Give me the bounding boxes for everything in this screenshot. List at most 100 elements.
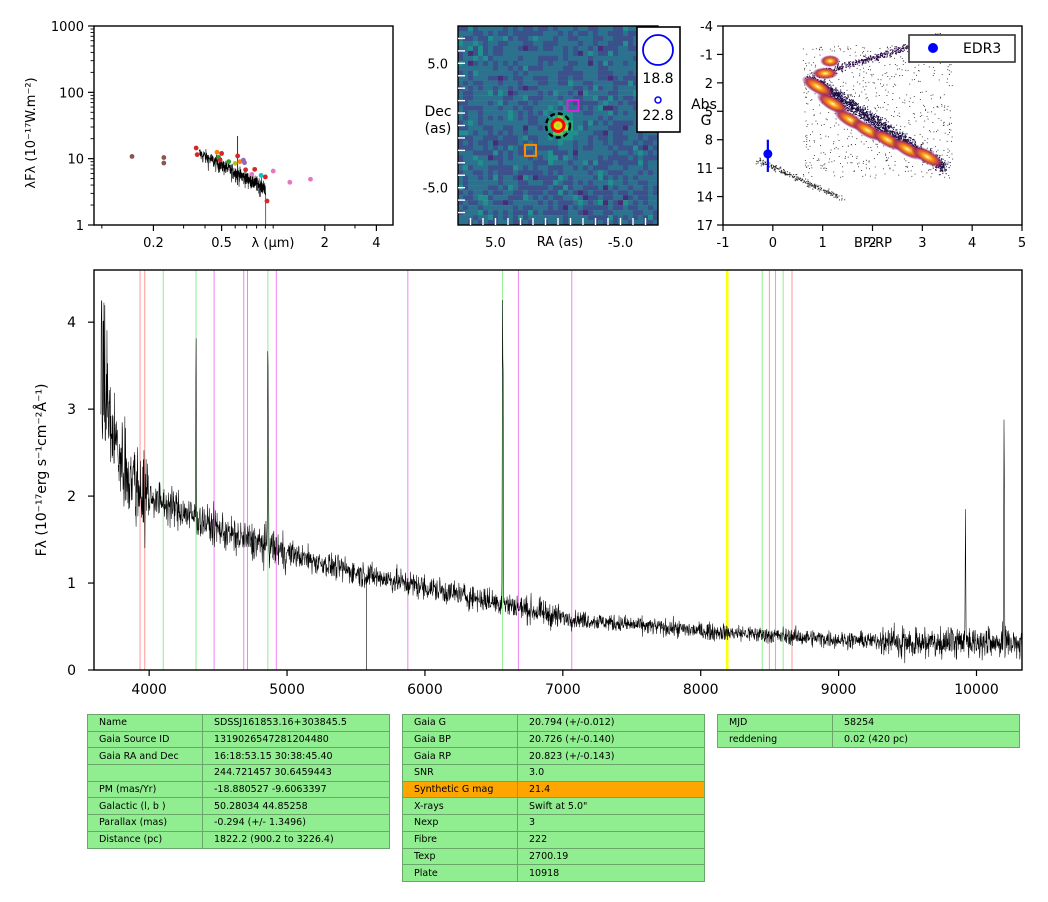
image-pixel bbox=[548, 155, 554, 161]
hrd-ms-star bbox=[873, 117, 875, 119]
hrd-field-star bbox=[943, 124, 945, 126]
image-pixel bbox=[568, 160, 574, 166]
image-pixel bbox=[608, 210, 614, 216]
hrd-giant-star bbox=[840, 67, 842, 69]
image-pixel bbox=[553, 35, 559, 42]
hrd-field-star bbox=[853, 171, 855, 172]
hrd-ms-star bbox=[879, 126, 881, 128]
hrd-giant-star bbox=[837, 68, 839, 70]
image-pixel bbox=[533, 180, 539, 186]
image-pixel bbox=[498, 55, 504, 62]
image-pixel bbox=[458, 195, 464, 201]
image-pixel bbox=[583, 140, 589, 146]
hrd-field-star bbox=[823, 124, 825, 125]
hrd-giant-star bbox=[899, 47, 901, 49]
image-pixel bbox=[468, 120, 474, 126]
image-pixel bbox=[503, 190, 509, 196]
image-pixel bbox=[503, 180, 509, 186]
image-pixel bbox=[553, 115, 559, 121]
hrd-field-star bbox=[804, 69, 805, 71]
hrd-ms-star bbox=[863, 112, 865, 114]
hrd-giant-star bbox=[880, 52, 882, 54]
hrd-field-star bbox=[843, 93, 845, 95]
image-pixel bbox=[538, 40, 544, 47]
hrd-ms-star bbox=[848, 98, 850, 100]
image-pixel bbox=[483, 85, 489, 91]
image-pixel bbox=[613, 85, 619, 91]
hrd-field-star bbox=[889, 168, 891, 170]
image-pixel bbox=[648, 185, 654, 191]
image-pixel bbox=[463, 160, 469, 166]
image-pixel bbox=[483, 205, 489, 211]
image-pixel bbox=[548, 125, 554, 131]
hrd-wd-star bbox=[796, 179, 797, 181]
hrd-giant-star bbox=[894, 51, 896, 53]
image-pixel bbox=[538, 95, 544, 101]
image-pixel bbox=[503, 40, 509, 47]
hrd-giant-star bbox=[872, 61, 874, 63]
hrd-ms-star bbox=[847, 107, 849, 109]
hrd-wd-star bbox=[806, 182, 808, 184]
hrd-ms-star bbox=[898, 135, 900, 137]
hrd-ms-star bbox=[905, 139, 907, 141]
hrd-giant-star bbox=[839, 68, 841, 70]
image-pixel bbox=[553, 190, 559, 196]
image-pixel bbox=[483, 65, 489, 71]
image-pixel bbox=[493, 145, 499, 151]
image-pixel bbox=[463, 26, 469, 32]
hrd-ms-star bbox=[842, 101, 844, 103]
image-pixel bbox=[463, 100, 469, 106]
hrd-field-star bbox=[906, 165, 908, 167]
image-pixel bbox=[648, 140, 654, 146]
hrd-ms-star bbox=[939, 170, 941, 172]
image-pixel bbox=[488, 165, 494, 171]
image-pixel bbox=[603, 95, 609, 101]
image-pixel bbox=[608, 140, 614, 146]
image-pixel bbox=[623, 50, 629, 57]
hrd-field-star bbox=[805, 166, 807, 168]
image-pixel bbox=[493, 105, 499, 111]
hrd-ms-star bbox=[875, 121, 877, 123]
image-pixel bbox=[633, 200, 639, 206]
hrd-field-star bbox=[806, 138, 808, 140]
image-pixel bbox=[593, 90, 599, 96]
hrd-wd-star bbox=[789, 176, 791, 178]
hrd-field-star bbox=[889, 47, 891, 49]
hrd-field-star bbox=[804, 67, 806, 69]
image-pixel bbox=[528, 175, 534, 181]
image-pixel bbox=[528, 210, 534, 216]
image-pixel bbox=[523, 65, 529, 71]
hrd-field-star bbox=[858, 162, 860, 164]
hrd-field-star bbox=[826, 119, 828, 121]
image-pixel bbox=[648, 205, 654, 211]
hrd-ms-star bbox=[851, 103, 853, 105]
hrd-field-star bbox=[853, 85, 855, 87]
image-pixel bbox=[513, 30, 519, 37]
image-pixel bbox=[618, 135, 624, 141]
image-pixel bbox=[633, 135, 639, 141]
image-pixel bbox=[618, 70, 624, 76]
hrd-field-star bbox=[931, 98, 932, 100]
hrd-ms-star bbox=[849, 103, 851, 105]
image-pixel bbox=[563, 195, 569, 201]
hrd-field-star bbox=[851, 95, 853, 97]
hrd-giant-star bbox=[870, 55, 872, 57]
hrd-ms-star bbox=[877, 125, 879, 127]
image-pixel bbox=[588, 80, 594, 86]
image-pixel bbox=[588, 150, 594, 156]
image-pixel bbox=[468, 175, 474, 181]
hrd-field-star bbox=[846, 162, 848, 164]
hrd-field-star bbox=[813, 114, 815, 116]
image-pixel bbox=[593, 125, 599, 131]
image-pixel bbox=[573, 130, 579, 136]
hrd-ms-star bbox=[943, 163, 945, 165]
image-pixel bbox=[648, 175, 654, 181]
image-pixel bbox=[488, 50, 494, 57]
hrd-field-star bbox=[852, 89, 854, 90]
image-pixel bbox=[538, 50, 544, 57]
hrd-ms-star bbox=[855, 101, 857, 103]
image-pixel bbox=[573, 85, 579, 91]
hrd-giant-star bbox=[895, 50, 897, 52]
hrd-giant-star bbox=[841, 65, 843, 67]
hrd-wd-star bbox=[756, 160, 758, 162]
